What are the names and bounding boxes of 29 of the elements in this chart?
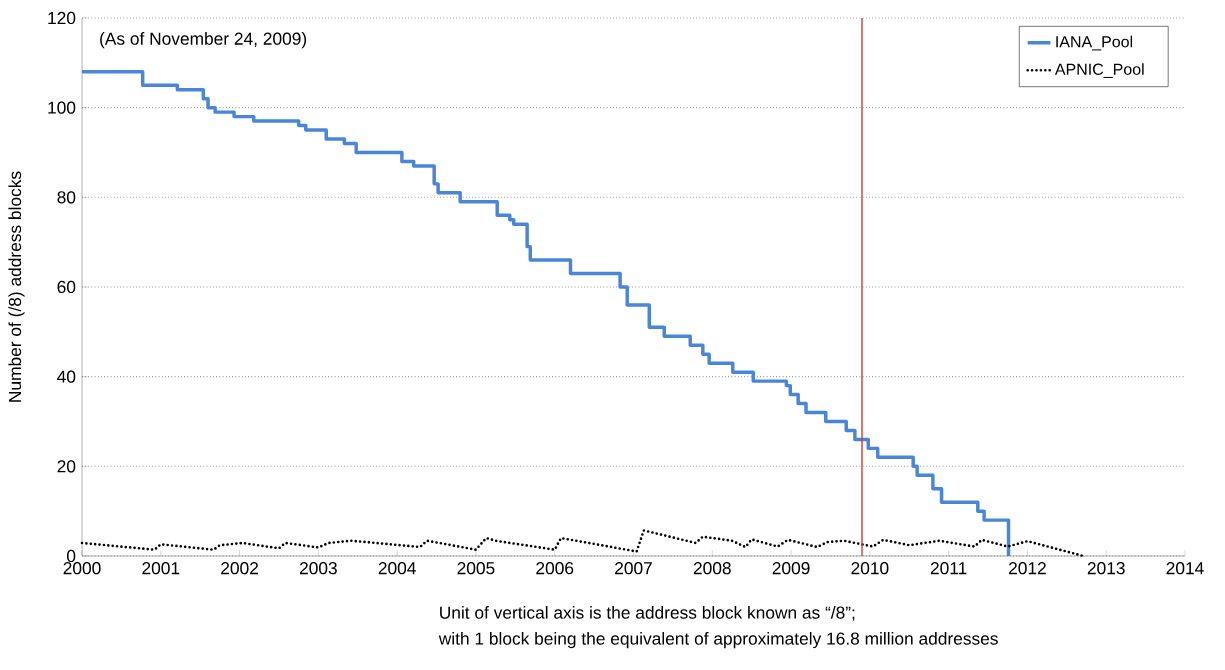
x-tick-label: 2013 (1087, 562, 1125, 575)
annotation: (As of November 24, 2009) (100, 32, 307, 49)
x-tick-label: 2012 (1009, 562, 1046, 575)
y-tick-label: 20 (57, 460, 76, 473)
x-tick-label: 2011 (930, 562, 967, 575)
x-tick-label: 2001 (142, 562, 180, 575)
y-tick-label: 0 (66, 549, 76, 563)
x-tick-label: 2002 (221, 562, 258, 575)
legend-label: APNIC_Pool (1054, 63, 1144, 78)
x-tick-label: 2000 (63, 562, 101, 575)
x-tick-label: 2005 (457, 562, 495, 575)
x-tick-label: 2014 (1166, 562, 1204, 575)
text: Unit of vertical axis is the address block known as “/8”; (440, 606, 855, 621)
x-tick-label: 2006 (536, 562, 574, 575)
x-tick-label: 2008 (693, 562, 731, 575)
line-series (80, 529, 1085, 558)
y-tick-label: 60 (57, 280, 76, 294)
x-tick-label: 2004 (378, 562, 416, 575)
y-tick-label: 100 (48, 101, 76, 114)
y-tick-label: 120 (48, 11, 76, 25)
x-tick-label: 2007 (615, 562, 652, 575)
x-tick-label: 2003 (299, 562, 337, 575)
y-tick-label: 40 (57, 370, 76, 383)
x-tick-label: 2010 (851, 562, 889, 575)
y-axis-title: Number of (/8) address blocks (8, 171, 25, 402)
legend-label: IANA_Pool (1056, 35, 1133, 51)
x-tick-label: 2009 (772, 562, 810, 575)
y-tick-label: 80 (57, 191, 76, 204)
text: with 1 block being the equivalent of approximately 16.8 million addresses (438, 632, 998, 649)
